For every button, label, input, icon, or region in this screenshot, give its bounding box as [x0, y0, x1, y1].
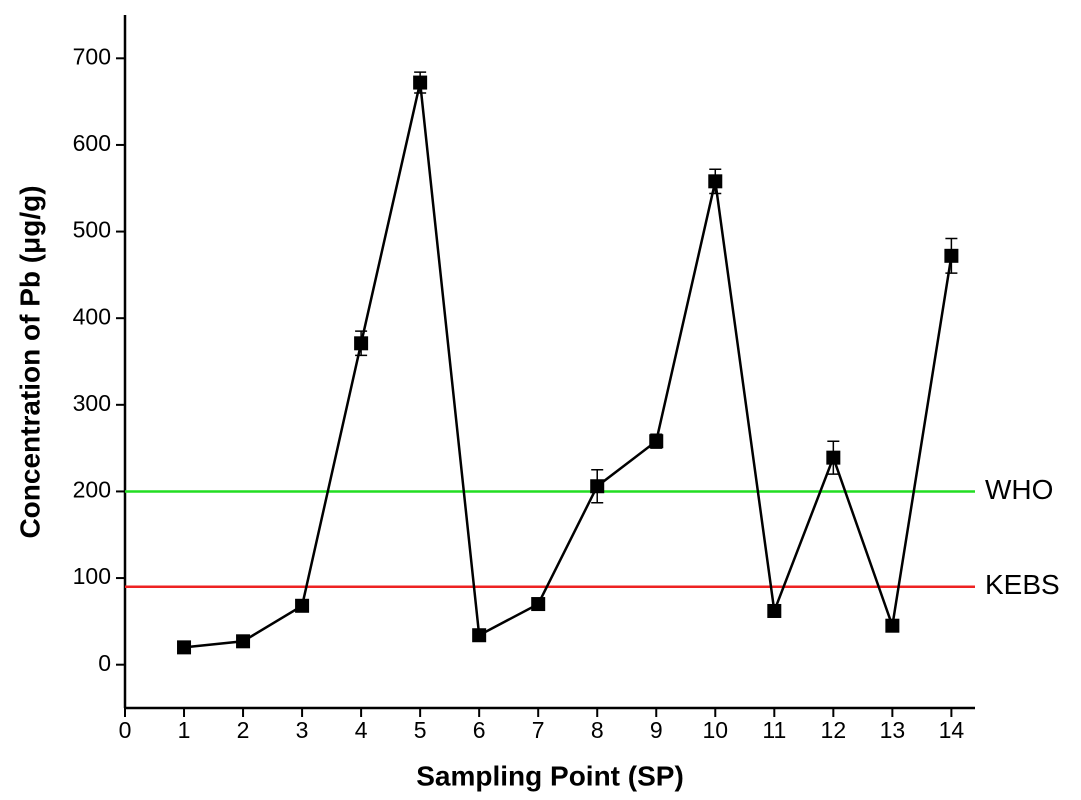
x-tick-label: 3	[296, 717, 309, 743]
y-axis-title: Concentration of Pb (μg/g)	[14, 185, 45, 538]
y-tick-label: 400	[73, 303, 111, 329]
marker	[885, 618, 900, 633]
y-tick-label: 600	[73, 130, 111, 156]
x-tick-label: 11	[762, 717, 786, 743]
x-tick-label: 14	[939, 717, 965, 743]
marker	[708, 174, 723, 189]
x-tick-label: 10	[702, 717, 728, 743]
marker	[177, 640, 192, 655]
marker	[531, 597, 546, 612]
y-tick-label: 0	[98, 650, 111, 676]
y-tick-label: 300	[73, 390, 111, 416]
x-tick-label: 5	[414, 717, 427, 743]
marker	[649, 434, 664, 449]
x-tick-label: 0	[119, 717, 132, 743]
series-line	[183, 82, 953, 649]
marker	[413, 75, 428, 90]
x-tick-label: 8	[591, 717, 604, 743]
x-tick-label: 13	[880, 717, 906, 743]
x-axis-title: Sampling Point (SP)	[416, 760, 684, 791]
y-tick-label: 100	[73, 563, 111, 589]
x-tick-label: 4	[355, 717, 368, 743]
marker	[944, 248, 959, 263]
x-tick-label: 12	[821, 717, 847, 743]
x-tick-label: 6	[473, 717, 486, 743]
reference-label: WHO	[985, 474, 1053, 505]
x-tick-label: 9	[650, 717, 663, 743]
marker	[826, 450, 841, 465]
marker	[354, 336, 369, 351]
reference-label: KEBS	[985, 569, 1060, 600]
y-tick-label: 200	[73, 477, 111, 503]
y-tick-label: 700	[73, 43, 111, 69]
marker	[236, 634, 251, 649]
marker	[295, 598, 310, 613]
marker	[590, 479, 605, 494]
x-tick-label: 7	[532, 717, 545, 743]
y-tick-label: 500	[73, 217, 111, 243]
marker	[767, 603, 782, 618]
marker	[472, 628, 487, 643]
x-tick-label: 2	[237, 717, 250, 743]
x-tick-label: 1	[178, 717, 191, 743]
